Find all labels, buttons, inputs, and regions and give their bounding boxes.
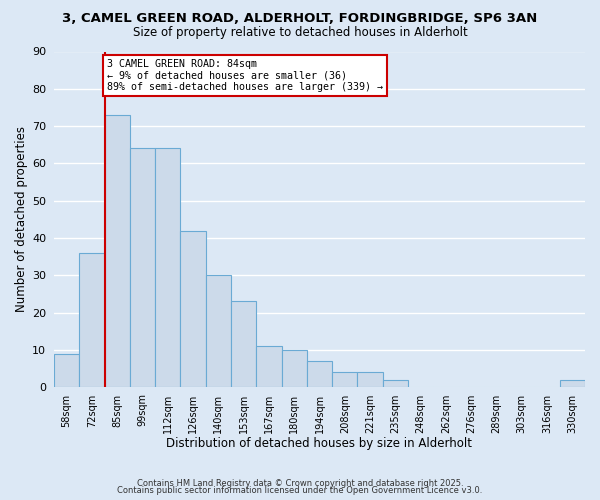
Y-axis label: Number of detached properties: Number of detached properties: [15, 126, 28, 312]
Bar: [307, 361, 332, 387]
Text: Contains public sector information licensed under the Open Government Licence v3: Contains public sector information licen…: [118, 486, 482, 495]
Bar: [104, 115, 130, 387]
Bar: [358, 372, 383, 387]
Bar: [79, 253, 104, 387]
Bar: [332, 372, 358, 387]
Bar: [181, 230, 206, 387]
Text: Size of property relative to detached houses in Alderholt: Size of property relative to detached ho…: [133, 26, 467, 39]
Bar: [560, 380, 585, 387]
Bar: [383, 380, 408, 387]
Bar: [130, 148, 155, 387]
Bar: [155, 148, 181, 387]
Bar: [281, 350, 307, 387]
Bar: [231, 302, 256, 387]
Text: 3, CAMEL GREEN ROAD, ALDERHOLT, FORDINGBRIDGE, SP6 3AN: 3, CAMEL GREEN ROAD, ALDERHOLT, FORDINGB…: [62, 12, 538, 26]
Bar: [206, 276, 231, 387]
Bar: [256, 346, 281, 387]
X-axis label: Distribution of detached houses by size in Alderholt: Distribution of detached houses by size …: [166, 437, 472, 450]
Text: Contains HM Land Registry data © Crown copyright and database right 2025.: Contains HM Land Registry data © Crown c…: [137, 478, 463, 488]
Bar: [54, 354, 79, 387]
Text: 3 CAMEL GREEN ROAD: 84sqm
← 9% of detached houses are smaller (36)
89% of semi-d: 3 CAMEL GREEN ROAD: 84sqm ← 9% of detach…: [107, 59, 383, 92]
